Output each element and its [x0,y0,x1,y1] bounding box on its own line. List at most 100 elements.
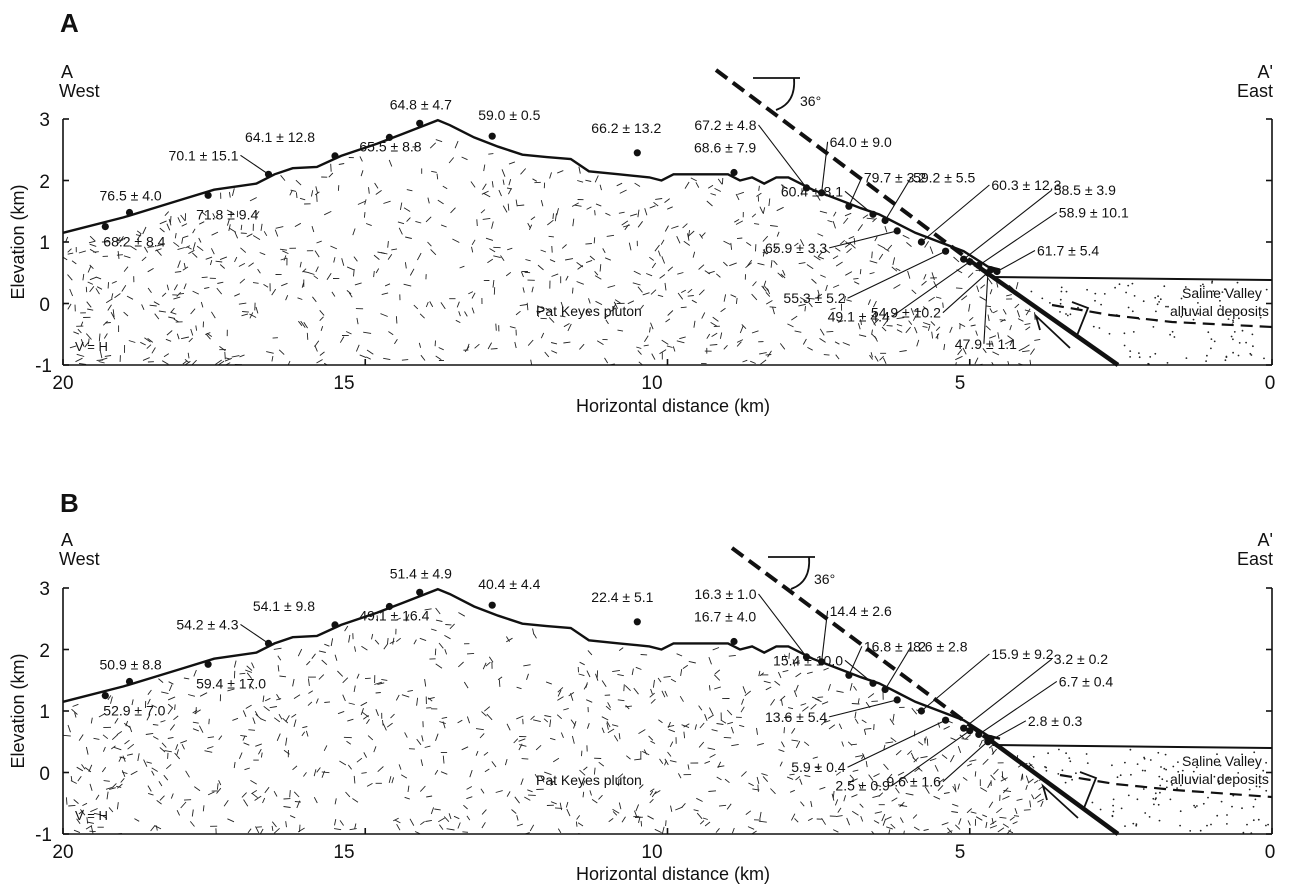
hatch-mark [366,719,370,725]
hatch-mark [624,685,631,692]
hatch-mark [1006,294,1012,297]
hatch-mark [716,776,722,781]
hatch-mark [814,766,820,769]
hatch-mark [843,217,849,224]
alluvium-dot [1211,282,1213,284]
hatch-mark [897,771,905,776]
hatch-mark [84,767,92,773]
hatch-mark [708,707,714,715]
hatch-mark [711,729,718,732]
hatch-mark [442,755,445,764]
hatch-mark [126,753,133,756]
hatch-mark [412,145,419,148]
hatch-mark [659,349,667,355]
hatch-mark [118,756,122,762]
hatch-mark [464,311,468,317]
hatch-mark [255,713,262,720]
hatch-mark [637,209,640,218]
hatch-mark [892,257,896,265]
hatch-mark [482,662,487,670]
sample-marker [917,707,926,715]
hatch-mark [707,714,714,719]
hatch-mark [168,316,176,319]
hatch-mark [607,285,616,289]
hatch-mark [463,804,468,810]
hatch-mark [1002,795,1010,800]
sample-marker [101,223,109,231]
alluvium-dot [1125,291,1127,294]
hatch-mark [99,357,108,361]
hatch-mark [415,220,422,224]
hatch-mark [106,791,109,800]
hatch-mark [651,262,657,269]
hatch-mark [183,262,186,269]
hatch-mark [861,719,867,724]
hatch-mark [87,265,92,273]
hatch-mark [1024,323,1031,326]
hatch-mark [882,357,887,364]
hatch-mark [392,637,395,645]
scale-note: V = H [75,339,108,354]
hatch-mark [403,283,412,287]
hatch-mark [791,727,796,734]
hatch-mark [490,348,498,350]
sample-marker [917,238,926,246]
hatch-mark [161,742,167,748]
hatch-mark [86,817,89,824]
alluvium-dot [1183,308,1186,310]
hatch-mark [604,257,611,261]
hatch-mark [297,297,303,300]
hatch-mark [273,790,278,797]
hatch-mark [871,333,877,340]
alluvium-dot [1172,765,1175,768]
hatch-mark [315,266,319,273]
hatch-mark [549,719,552,728]
alluvium-dot [1248,788,1251,791]
hatch-mark [996,807,1003,814]
hatch-mark [474,343,480,349]
hatch-mark [142,357,150,361]
hatch-mark [681,803,686,808]
hatch-mark [598,761,605,767]
hatch-mark [1014,303,1020,309]
alluvium-dot [1154,296,1157,299]
hatch-mark [913,310,922,312]
alluvium-dot [1155,797,1157,799]
hatch-mark [346,740,352,745]
hatch-mark [341,258,345,266]
hatch-mark [556,714,563,720]
hatch-mark [192,242,196,251]
hatch-mark [819,328,825,336]
hatch-mark [860,319,862,325]
hatch-mark [667,206,673,210]
hatch-mark [804,775,811,778]
hatch-mark [884,226,888,233]
hatch-mark [368,187,370,194]
hatch-mark [851,810,859,816]
hatch-mark [271,821,277,828]
hatch-mark [227,688,235,692]
hatch-mark [806,264,814,270]
hatch-mark [571,735,575,744]
valley-surface [989,276,1273,281]
hatch-mark [846,248,852,254]
label-leader [891,261,971,318]
hatch-mark [87,308,94,311]
hatch-mark [817,256,824,260]
sample-marker [960,724,968,732]
alluvium-dot [1120,807,1123,810]
age-label: 64.8 ± 4.7 [390,96,452,112]
hatch-mark [698,289,705,296]
hatch-mark [952,785,957,793]
hatch-mark [299,824,301,833]
hatch-mark [563,341,571,344]
hatch-mark [799,778,803,785]
hatch-mark [421,735,424,742]
alluvium-dot [1221,291,1224,293]
hatch-mark [664,198,670,203]
hatch-mark [896,323,903,327]
hatch-mark [518,738,526,742]
hatch-mark [604,357,609,364]
alluvium-dot [1065,290,1068,293]
hatch-mark [318,650,326,653]
